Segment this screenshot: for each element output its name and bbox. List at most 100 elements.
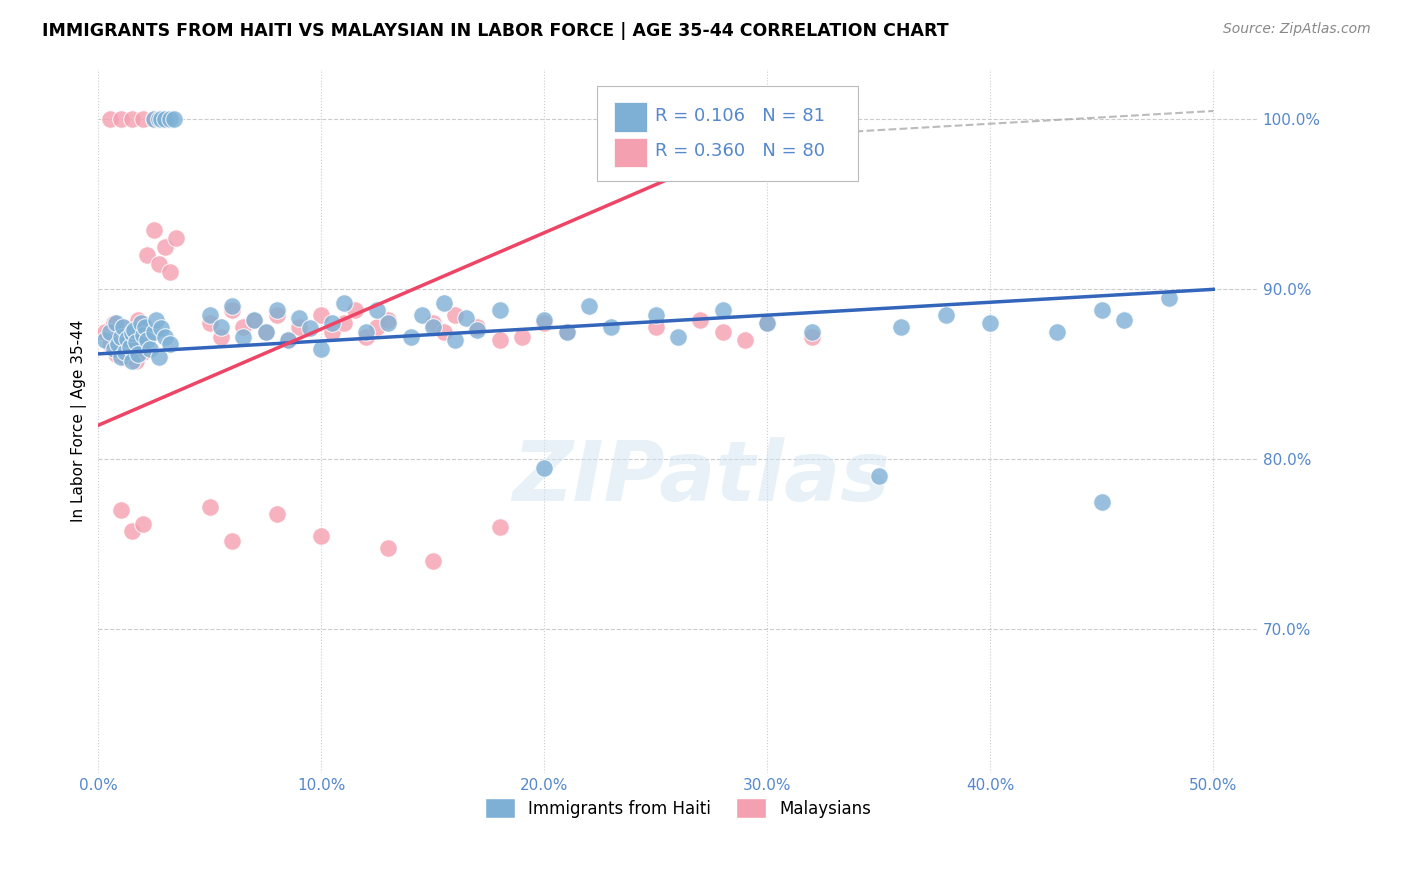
Point <box>456 311 478 326</box>
Point <box>127 313 149 327</box>
Point <box>132 516 155 531</box>
Point <box>136 333 159 347</box>
Point <box>94 325 117 339</box>
Point <box>332 296 354 310</box>
Point <box>399 330 422 344</box>
Point <box>311 528 333 542</box>
Text: R = 0.106   N = 81: R = 0.106 N = 81 <box>655 107 825 125</box>
Point <box>689 313 711 327</box>
Point <box>311 342 333 356</box>
Point <box>94 333 117 347</box>
Point <box>107 330 129 344</box>
Point <box>243 313 266 327</box>
Point <box>288 319 311 334</box>
Point <box>122 323 145 337</box>
Point <box>890 319 912 334</box>
Point <box>266 302 288 317</box>
Point <box>155 330 177 344</box>
Point <box>121 524 143 538</box>
Point <box>114 351 136 365</box>
Point <box>149 321 172 335</box>
Point <box>143 112 166 127</box>
Point <box>209 319 232 334</box>
Point <box>159 112 181 127</box>
Point <box>868 469 890 483</box>
Point <box>129 316 152 330</box>
Point <box>134 319 156 334</box>
FancyBboxPatch shape <box>598 87 858 181</box>
Point <box>221 299 243 313</box>
Text: ZIPatlas: ZIPatlas <box>512 437 890 518</box>
Point <box>377 541 399 555</box>
Point <box>221 533 243 548</box>
Point <box>105 316 128 330</box>
Point <box>165 231 187 245</box>
Point <box>198 500 221 514</box>
Point <box>321 325 343 339</box>
Point <box>354 325 377 339</box>
Point <box>110 503 132 517</box>
Point <box>354 330 377 344</box>
Point <box>488 520 510 534</box>
Point <box>149 112 172 127</box>
Point <box>143 223 166 237</box>
Point <box>98 325 121 339</box>
Point <box>243 313 266 327</box>
Point <box>711 325 734 339</box>
Point <box>366 302 388 317</box>
Point <box>107 336 129 351</box>
Point <box>1091 302 1114 317</box>
Point <box>129 334 152 349</box>
Point <box>433 325 456 339</box>
Point <box>111 319 134 334</box>
Point <box>110 351 132 365</box>
Point <box>422 319 444 334</box>
Point <box>98 112 121 127</box>
Point <box>299 321 322 335</box>
Point <box>533 460 555 475</box>
Point <box>121 353 143 368</box>
Point <box>578 299 600 313</box>
Point <box>117 326 139 341</box>
Point <box>125 353 148 368</box>
Point <box>800 330 823 344</box>
Point <box>232 330 254 344</box>
Point <box>311 308 333 322</box>
Point <box>155 112 177 127</box>
Point <box>132 112 155 127</box>
Point <box>734 333 756 347</box>
Point <box>209 330 232 344</box>
Point <box>105 347 128 361</box>
Point <box>254 325 277 339</box>
Point <box>254 325 277 339</box>
Point <box>533 316 555 330</box>
Point <box>644 308 666 322</box>
Point <box>143 112 166 127</box>
Point <box>288 311 311 326</box>
Y-axis label: In Labor Force | Age 35-44: In Labor Force | Age 35-44 <box>72 320 87 522</box>
Point <box>444 308 467 322</box>
Point <box>488 333 510 347</box>
Text: Source: ZipAtlas.com: Source: ZipAtlas.com <box>1223 22 1371 37</box>
Point <box>510 330 533 344</box>
Point <box>433 296 456 310</box>
Point <box>221 302 243 317</box>
Point <box>232 319 254 334</box>
Point <box>121 112 143 127</box>
Point <box>159 265 181 279</box>
Point <box>155 112 177 127</box>
Point <box>711 302 734 317</box>
Point <box>444 333 467 347</box>
Point <box>600 319 623 334</box>
Point <box>145 313 167 327</box>
Bar <box>614 137 647 167</box>
Point <box>121 326 143 341</box>
Point <box>366 319 388 334</box>
Point <box>266 308 288 322</box>
Point <box>117 332 139 346</box>
Point <box>148 257 170 271</box>
Text: R = 0.360   N = 80: R = 0.360 N = 80 <box>655 142 825 160</box>
Point <box>422 554 444 568</box>
Point <box>136 248 159 262</box>
Point <box>110 112 132 127</box>
